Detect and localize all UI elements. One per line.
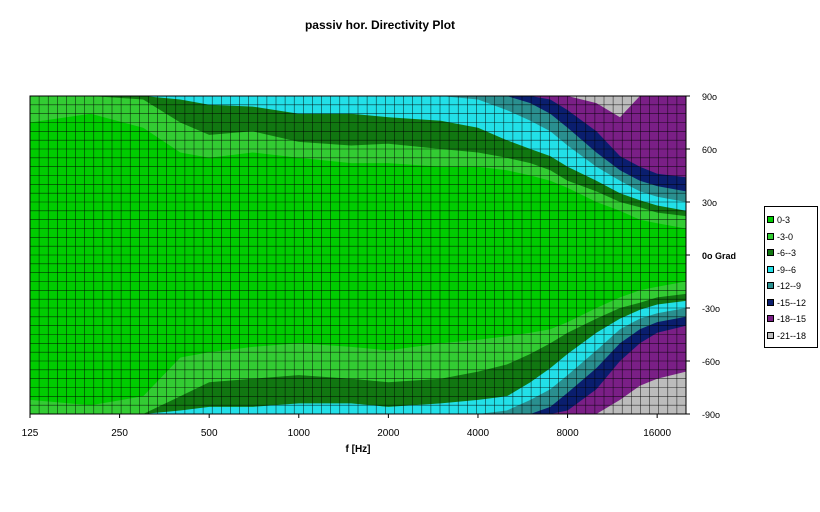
legend-swatch bbox=[767, 265, 774, 273]
legend-label: -21--18 bbox=[777, 330, 807, 341]
legend-label: -18--15 bbox=[777, 314, 807, 324]
y-tick-label: -60o bbox=[702, 357, 720, 367]
y-tick-label: 30o bbox=[702, 198, 717, 208]
legend-swatch bbox=[767, 331, 774, 339]
legend: 0-3 -3-0 -6--3 -9--6 -12--9 -15--12 -18--15 -21… bbox=[764, 206, 818, 348]
x-tick-label: 2000 bbox=[377, 428, 400, 439]
grid-layer bbox=[30, 96, 686, 414]
y-tick-label: -30o bbox=[702, 304, 720, 314]
legend-swatch bbox=[767, 249, 774, 256]
x-tick-label: 16000 bbox=[643, 428, 671, 439]
chart-title: passiv hor. Directivity Plot bbox=[304, 18, 456, 32]
legend-label: -9--6 bbox=[777, 264, 797, 275]
legend-item: -12--9 bbox=[767, 279, 817, 293]
legend-item: -3-0 bbox=[767, 230, 817, 244]
x-axis-label: f [Hz] bbox=[346, 444, 371, 455]
legend-swatch bbox=[767, 216, 774, 223]
legend-swatch bbox=[767, 298, 774, 306]
y-ticks: 90o 60o 30o 0o Grad -30o -60o -90o bbox=[686, 92, 736, 420]
x-tick-label: 500 bbox=[201, 428, 218, 439]
legend-swatch bbox=[767, 232, 774, 240]
x-tick-label: 125 bbox=[22, 428, 39, 439]
legend-item: -21--18 bbox=[767, 329, 817, 343]
legend-label: -6--3 bbox=[777, 248, 797, 258]
legend-item: -18--15 bbox=[767, 312, 817, 326]
y-tick-label: -90o bbox=[702, 410, 720, 420]
legend-label: -3-0 bbox=[777, 231, 794, 242]
legend-item: -15--12 bbox=[767, 296, 817, 310]
legend-label: -12--9 bbox=[777, 281, 802, 291]
legend-item: -9--6 bbox=[767, 263, 817, 277]
x-tick-label: 4000 bbox=[467, 428, 490, 439]
legend-label: -15--12 bbox=[777, 297, 807, 308]
y-tick-label: 0o Grad bbox=[702, 251, 736, 261]
legend-item: 0-3 bbox=[767, 213, 817, 227]
x-tick-label: 8000 bbox=[556, 428, 579, 439]
legend-label: 0-3 bbox=[777, 215, 791, 225]
x-ticks: 125 250 500 1000 2000 4000 8000 16000 bbox=[22, 414, 671, 439]
x-tick-label: 250 bbox=[111, 428, 128, 439]
legend-swatch bbox=[767, 282, 774, 289]
y-tick-label: 90o bbox=[702, 92, 717, 102]
legend-swatch bbox=[767, 315, 774, 322]
x-tick-label: 1000 bbox=[288, 428, 311, 439]
legend-item: -6--3 bbox=[767, 246, 817, 260]
y-tick-label: 60o bbox=[702, 145, 717, 155]
